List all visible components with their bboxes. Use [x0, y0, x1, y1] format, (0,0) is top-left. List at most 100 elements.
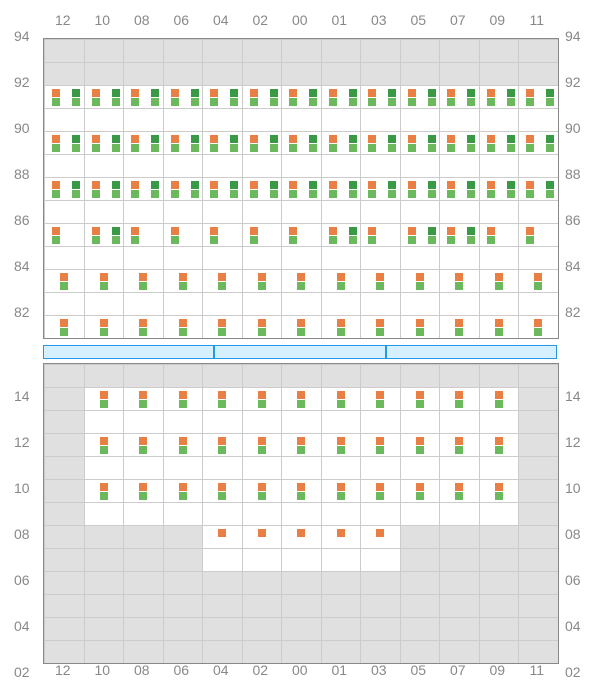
grid-cell — [439, 39, 479, 62]
grid-cell — [518, 640, 558, 663]
grid-cell — [321, 39, 361, 62]
grid-cell — [163, 410, 203, 433]
grid-cell — [360, 479, 400, 502]
grid-cell — [123, 62, 163, 85]
grid-cell — [163, 154, 203, 177]
grid-cell — [84, 387, 124, 410]
grid-cell — [44, 292, 84, 315]
grid-cell — [321, 525, 361, 548]
grid-cell — [360, 594, 400, 617]
row-label: 04 — [14, 618, 30, 634]
grid-cell — [360, 502, 400, 525]
grid-cell — [163, 39, 203, 62]
grid-cell — [123, 108, 163, 131]
grid-cell — [202, 108, 242, 131]
col-label: 10 — [83, 12, 123, 28]
grid-cell — [360, 62, 400, 85]
grid-cell — [439, 292, 479, 315]
row-label: 02 — [14, 664, 30, 680]
grid-cell — [242, 85, 282, 108]
col-label: 00 — [280, 662, 320, 678]
grid-cell — [479, 292, 519, 315]
grid-cell — [163, 223, 203, 246]
grid-cell — [163, 502, 203, 525]
grid-cell — [202, 223, 242, 246]
grid-cell — [400, 154, 440, 177]
grid-cell — [439, 387, 479, 410]
grid-cell — [44, 39, 84, 62]
grid-cell — [44, 108, 84, 131]
col-label: 12 — [43, 662, 83, 678]
grid-cell — [84, 246, 124, 269]
grid-cell — [400, 594, 440, 617]
grid-cell — [400, 479, 440, 502]
grid-cell — [84, 62, 124, 85]
row-label: 88 — [565, 166, 581, 182]
grid-cell — [163, 62, 203, 85]
row-label: 10 — [14, 480, 30, 496]
grid-cell — [439, 269, 479, 292]
grid-cell — [400, 269, 440, 292]
grid-cell — [202, 177, 242, 200]
grid-cell — [400, 410, 440, 433]
grid-cell — [163, 200, 203, 223]
grid-cell — [242, 154, 282, 177]
grid-cell — [400, 617, 440, 640]
col-label: 01 — [320, 12, 360, 28]
grid-cell — [400, 85, 440, 108]
col-label: 12 — [43, 12, 83, 28]
grid-cell — [163, 617, 203, 640]
row-label: 86 — [14, 212, 30, 228]
grid-cell — [242, 177, 282, 200]
grid-cell — [400, 292, 440, 315]
col-label: 05 — [399, 662, 439, 678]
col-label: 08 — [122, 662, 162, 678]
row-label: 14 — [565, 388, 581, 404]
grid-cell — [281, 410, 321, 433]
row-label: 84 — [14, 258, 30, 274]
grid-cell — [518, 433, 558, 456]
col-label: 08 — [122, 12, 162, 28]
col-label: 06 — [162, 662, 202, 678]
grid-cell — [44, 525, 84, 548]
grid-cell — [202, 387, 242, 410]
grid-cell — [360, 433, 400, 456]
grid-cell — [84, 594, 124, 617]
grid-cell — [518, 246, 558, 269]
grid-cell — [479, 108, 519, 131]
row-label: 14 — [14, 388, 30, 404]
grid-cell — [242, 269, 282, 292]
row-label: 04 — [565, 618, 581, 634]
grid-cell — [123, 387, 163, 410]
col-label: 03 — [359, 662, 399, 678]
grid-cell — [321, 108, 361, 131]
grid-cell — [321, 456, 361, 479]
grid-cell — [321, 387, 361, 410]
grid-cell — [400, 108, 440, 131]
grid-cell — [400, 223, 440, 246]
row-label: 94 — [14, 28, 30, 44]
grid-cell — [400, 548, 440, 571]
grid-cell — [84, 456, 124, 479]
grid-cell — [123, 594, 163, 617]
grid-cell — [321, 131, 361, 154]
grid-cell — [439, 246, 479, 269]
separator-bar — [386, 345, 557, 359]
grid-cell — [163, 571, 203, 594]
grid-cell — [123, 269, 163, 292]
grid-cell — [439, 479, 479, 502]
grid-cell — [360, 387, 400, 410]
grid-cell — [400, 387, 440, 410]
grid-cell — [518, 387, 558, 410]
grid-cell — [281, 456, 321, 479]
col-label: 01 — [320, 662, 360, 678]
grid-cell — [84, 502, 124, 525]
grid-cell — [321, 617, 361, 640]
grid-cell — [518, 223, 558, 246]
grid-cell — [281, 502, 321, 525]
grid-cell — [281, 364, 321, 387]
row-label: 90 — [14, 120, 30, 136]
grid-cell — [163, 131, 203, 154]
grid-cell — [44, 85, 84, 108]
grid-cell — [321, 410, 361, 433]
